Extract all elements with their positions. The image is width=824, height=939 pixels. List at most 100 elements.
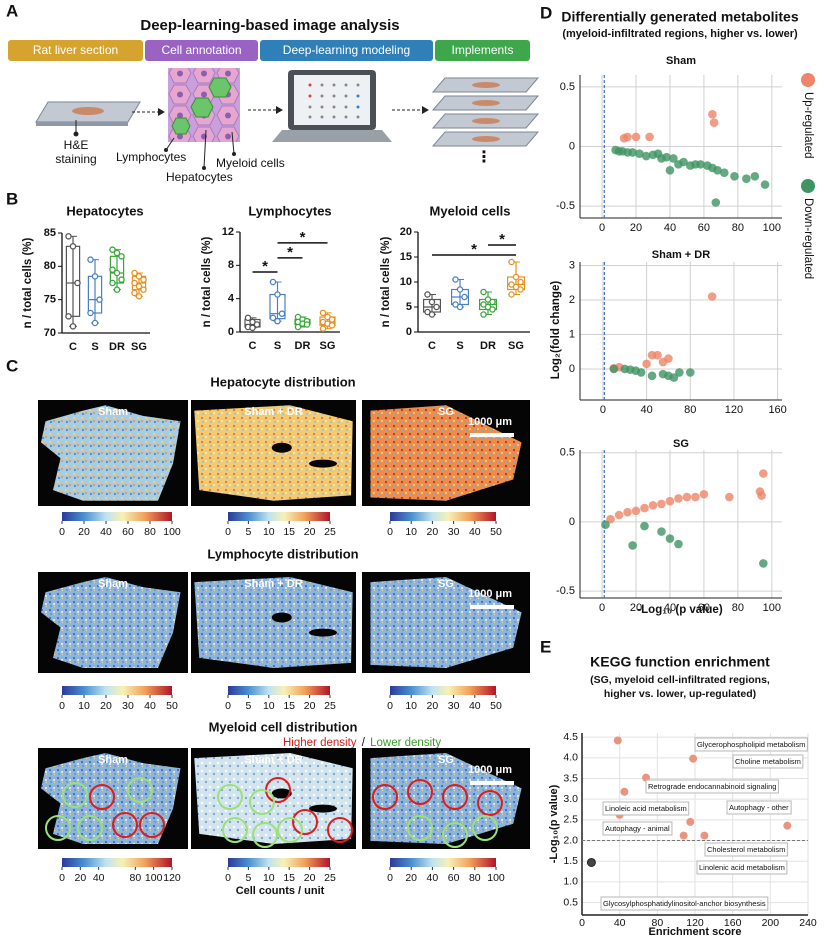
colorbar-tick-label: 60: [448, 872, 460, 884]
data-point: [274, 317, 281, 325]
x-tick-label: SG: [131, 341, 147, 353]
colorbar-tick-label: 0: [59, 872, 65, 884]
colorbar-tick-label: 15: [283, 700, 295, 712]
pathway-label: Retrograde endocannabinoid signaling: [648, 782, 776, 791]
panel-title: Deep-learning-based image analysis: [140, 17, 399, 34]
x-tick-label: 40: [664, 602, 676, 614]
y-tick-label: 0: [569, 516, 575, 528]
panel-letter: C: [6, 356, 18, 375]
x-tick-label: 0: [579, 917, 585, 929]
density-circle: [472, 815, 498, 841]
density-circle: [127, 777, 153, 803]
data-point: [91, 319, 99, 327]
label-box: [732, 754, 804, 769]
data-point: [328, 322, 336, 329]
colorbar-tick-label: 60: [122, 526, 134, 538]
data-point: [489, 298, 496, 306]
data-point: [294, 323, 302, 331]
higher-density: Higher density: [283, 737, 357, 749]
colorbar-tick-label: 25: [324, 872, 336, 884]
data-point: [135, 273, 143, 280]
density-legend: Higher density / Lower density: [283, 737, 441, 749]
data-point: [707, 292, 717, 301]
y-tick-label: 3.5: [563, 772, 578, 784]
data-point: [113, 269, 121, 277]
colorbar-tick-label: 5: [245, 872, 251, 884]
data-point: [606, 514, 615, 524]
density-circle: [407, 779, 433, 805]
data-point: [760, 180, 770, 189]
tissue-heatmap: [41, 577, 181, 668]
x-tick-label: C: [428, 340, 436, 352]
density-circle: [62, 782, 88, 808]
data-point: [682, 492, 692, 502]
y-tick-label: 1.0: [563, 876, 578, 888]
data-point: [109, 279, 116, 287]
y-tick-label: 0: [228, 326, 234, 338]
colorbar-tick-label: 25: [324, 526, 336, 538]
y-tick-label: 3.0: [563, 793, 578, 805]
y-tick-label: 4.0: [563, 752, 578, 764]
step-box: [145, 40, 258, 61]
colorbar-tick-label: 120: [163, 872, 181, 884]
data-point: [69, 243, 77, 250]
x-tick-label: 20: [630, 602, 642, 614]
colorbar-tick-label: 20: [100, 700, 112, 712]
x-tick-label: 0: [599, 602, 605, 614]
data-point: [278, 310, 286, 317]
density-circle: [277, 817, 303, 843]
y-tick-label: -0.5: [556, 585, 575, 597]
image-label: Sham: [98, 406, 128, 418]
row-title: Myeloid cell distribution: [209, 719, 358, 734]
pathway-label: Linolenic acid metabolism: [699, 863, 785, 872]
tissue-hole: [309, 628, 337, 637]
x-tick-label: C: [69, 341, 77, 353]
significance-star: *: [499, 231, 505, 248]
data-point: [601, 520, 610, 529]
data-point: [269, 314, 277, 322]
data-point: [131, 279, 138, 287]
tissue-hole: [271, 612, 292, 623]
data-point: [642, 359, 651, 369]
data-point: [480, 288, 487, 296]
data-point: [131, 269, 138, 277]
colorbar: [228, 858, 330, 867]
data-point: [65, 313, 72, 320]
row-title: Lymphocyte distribution: [207, 546, 358, 561]
tissue-hole: [271, 442, 292, 453]
colorbar-tick-label: 20: [304, 526, 316, 538]
data-point: [664, 354, 673, 363]
data-point: [674, 494, 683, 503]
data-point: [657, 527, 666, 536]
y-tick-label: 2: [569, 294, 575, 306]
label-box: [645, 779, 779, 794]
colorbar-tick-label: 10: [263, 872, 275, 884]
step-label: Deep-learning modeling: [283, 43, 410, 57]
colorbar-tick-label: 40: [469, 700, 481, 712]
cell-label: Myeloid cells: [216, 156, 285, 170]
density-circle: [112, 812, 138, 838]
density-circle: [252, 822, 278, 848]
step-label: Implements: [451, 43, 513, 57]
flow-arrows: [132, 109, 422, 113]
data-point: [730, 171, 739, 181]
label-box: [726, 800, 792, 815]
label-box: [600, 896, 769, 911]
colorbar-tick-label: 40: [93, 872, 105, 884]
colorbar-tick-label: 20: [405, 872, 417, 884]
staining-label: staining: [55, 152, 96, 166]
colorbar-tick-label: 0: [387, 872, 393, 884]
colorbar-tick-label: 10: [405, 700, 417, 712]
label-box: [602, 801, 690, 816]
chart-title: Lymphocytes: [248, 203, 331, 218]
y-tick-label: 4.5: [563, 731, 578, 743]
data-point: [113, 286, 121, 293]
significance-star: *: [471, 241, 477, 258]
colorbar-tick-label: 0: [225, 526, 231, 538]
data-point: [109, 246, 116, 253]
colorbar-tick-label: 30: [448, 700, 460, 712]
pathway-label: Glycosylphosphatidylinositol-anchor bios…: [603, 899, 766, 908]
data-point: [620, 787, 629, 796]
density-circle: [45, 815, 71, 841]
x-tick-label: 60: [698, 222, 710, 234]
